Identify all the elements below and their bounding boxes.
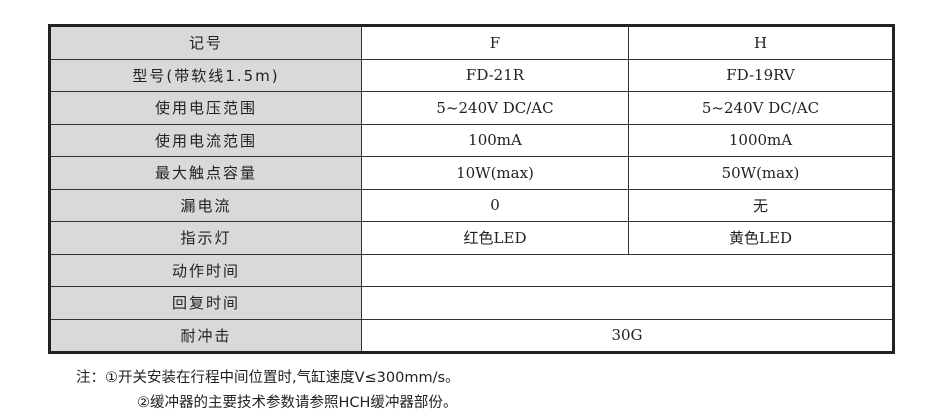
value-h: 1000mA (628, 123, 894, 157)
row-label: 指示灯 (49, 221, 362, 255)
value-f: FD-21R (361, 58, 629, 92)
row-label: 耐冲击 (49, 318, 362, 353)
row-label: 记号 (49, 25, 362, 60)
table-row: 使用电流范围 100mA 1000mA (49, 123, 894, 157)
value-f: 0 (361, 188, 629, 222)
value-h: FD-19RV (628, 58, 894, 92)
value-h: 无 (628, 188, 894, 222)
row-label: 型号(带软线1.5m) (49, 58, 362, 92)
value-h: 黄色LED (628, 221, 894, 255)
row-label: 最大触点容量 (49, 156, 362, 190)
value-f: 10W(max) (361, 156, 629, 190)
spec-table: 记号 F H 型号(带软线1.5m) FD-21R FD-19RV 使用电压范围 5~240V… (48, 24, 895, 354)
table-row: 最大触点容量 10W(max) 50W(max) (49, 156, 894, 190)
table-row: 记号 F H (49, 25, 894, 60)
table-row: 指示灯 红色LED 黄色LED (49, 221, 894, 255)
notes: 注：①开关安装在行程中间位置时,气缸速度V≤300mm/s。 ②缓冲器的主要技术… (76, 366, 460, 416)
table-row: 型号(带软线1.5m) FD-21R FD-19RV (49, 58, 894, 92)
value-h: 5~240V DC/AC (628, 91, 894, 125)
row-label: 动作时间 (49, 253, 362, 287)
table-row: 使用电压范围 5~240V DC/AC 5~240V DC/AC (49, 91, 894, 125)
value-h: H (628, 25, 894, 60)
row-label: 漏电流 (49, 188, 362, 222)
table-row: 耐冲击 30G (49, 318, 894, 353)
table-row: 漏电流 0 无 (49, 188, 894, 222)
row-label: 回复时间 (49, 286, 362, 320)
row-label: 使用电压范围 (49, 91, 362, 125)
note-2: ②缓冲器的主要技术参数请参照HCH缓冲器部份。 (137, 395, 458, 411)
table-row: 回复时间 (49, 286, 894, 320)
value-f: 5~240V DC/AC (361, 91, 629, 125)
row-label: 使用电流范围 (49, 123, 362, 157)
note-1: 注：①开关安装在行程中间位置时,气缸速度V≤300mm/s。 (76, 370, 460, 386)
value-h: 50W(max) (628, 156, 894, 190)
value-f: 100mA (361, 123, 629, 157)
value-cell: 30G (361, 318, 894, 353)
table-row: 动作时间 (49, 253, 894, 287)
value-f: F (361, 25, 629, 60)
value-cell (361, 286, 894, 320)
value-f: 红色LED (361, 221, 629, 255)
value-cell (361, 253, 894, 287)
